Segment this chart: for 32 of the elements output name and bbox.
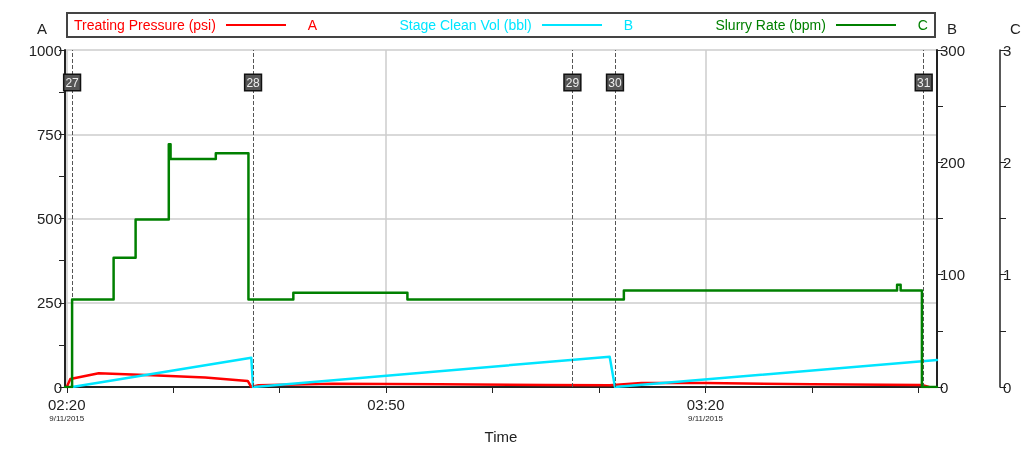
y-tick-label: 750 xyxy=(36,125,62,143)
y-tick-label: 1000 xyxy=(28,41,62,59)
y-tick-label: 250 xyxy=(36,294,62,312)
ref-line-label: 30 xyxy=(608,76,622,90)
y2-tick-label: 200 xyxy=(940,153,966,171)
legend-label: Treating Pressure (psi) xyxy=(74,17,216,33)
y2-axis-title: B xyxy=(947,20,958,37)
text: C xyxy=(1010,20,1021,37)
x-axis-title: Time xyxy=(484,428,518,445)
y-tick-label: 0 xyxy=(53,378,62,396)
x-tick-label: 03:20 9/11/2015 xyxy=(686,395,725,423)
x-tick-label: 02:50 xyxy=(367,395,405,413)
ref-line-label: 31 xyxy=(917,76,931,90)
y3-tick-label: 2 xyxy=(1003,153,1012,171)
ref-line-label: 27 xyxy=(65,76,80,90)
ref-line-label: 29 xyxy=(565,76,580,90)
y-tick-label: 500 xyxy=(36,210,62,227)
y3-tick-label: 0 xyxy=(1003,378,1012,396)
legend-label: Slurry Rate (bpm) xyxy=(715,17,826,33)
legend-label: Stage Clean Vol (bbl) xyxy=(399,17,532,33)
y3-tick-label: 1 xyxy=(1003,266,1012,284)
y2-tick-label: 0 xyxy=(940,378,949,396)
y2-tick-label: 100 xyxy=(940,266,966,284)
y3-axis-title: C xyxy=(917,17,928,33)
ref-line-label: 28 xyxy=(246,76,261,90)
y2-tick-label: 300 xyxy=(940,41,966,59)
x-tick-label: 02:20 9/11/2015 xyxy=(48,395,86,423)
y-axis-title: A xyxy=(307,17,318,33)
y3-tick-label: 3 xyxy=(1003,41,1012,59)
text: B xyxy=(623,17,634,33)
line-series xyxy=(70,355,939,389)
text: A xyxy=(36,20,47,37)
